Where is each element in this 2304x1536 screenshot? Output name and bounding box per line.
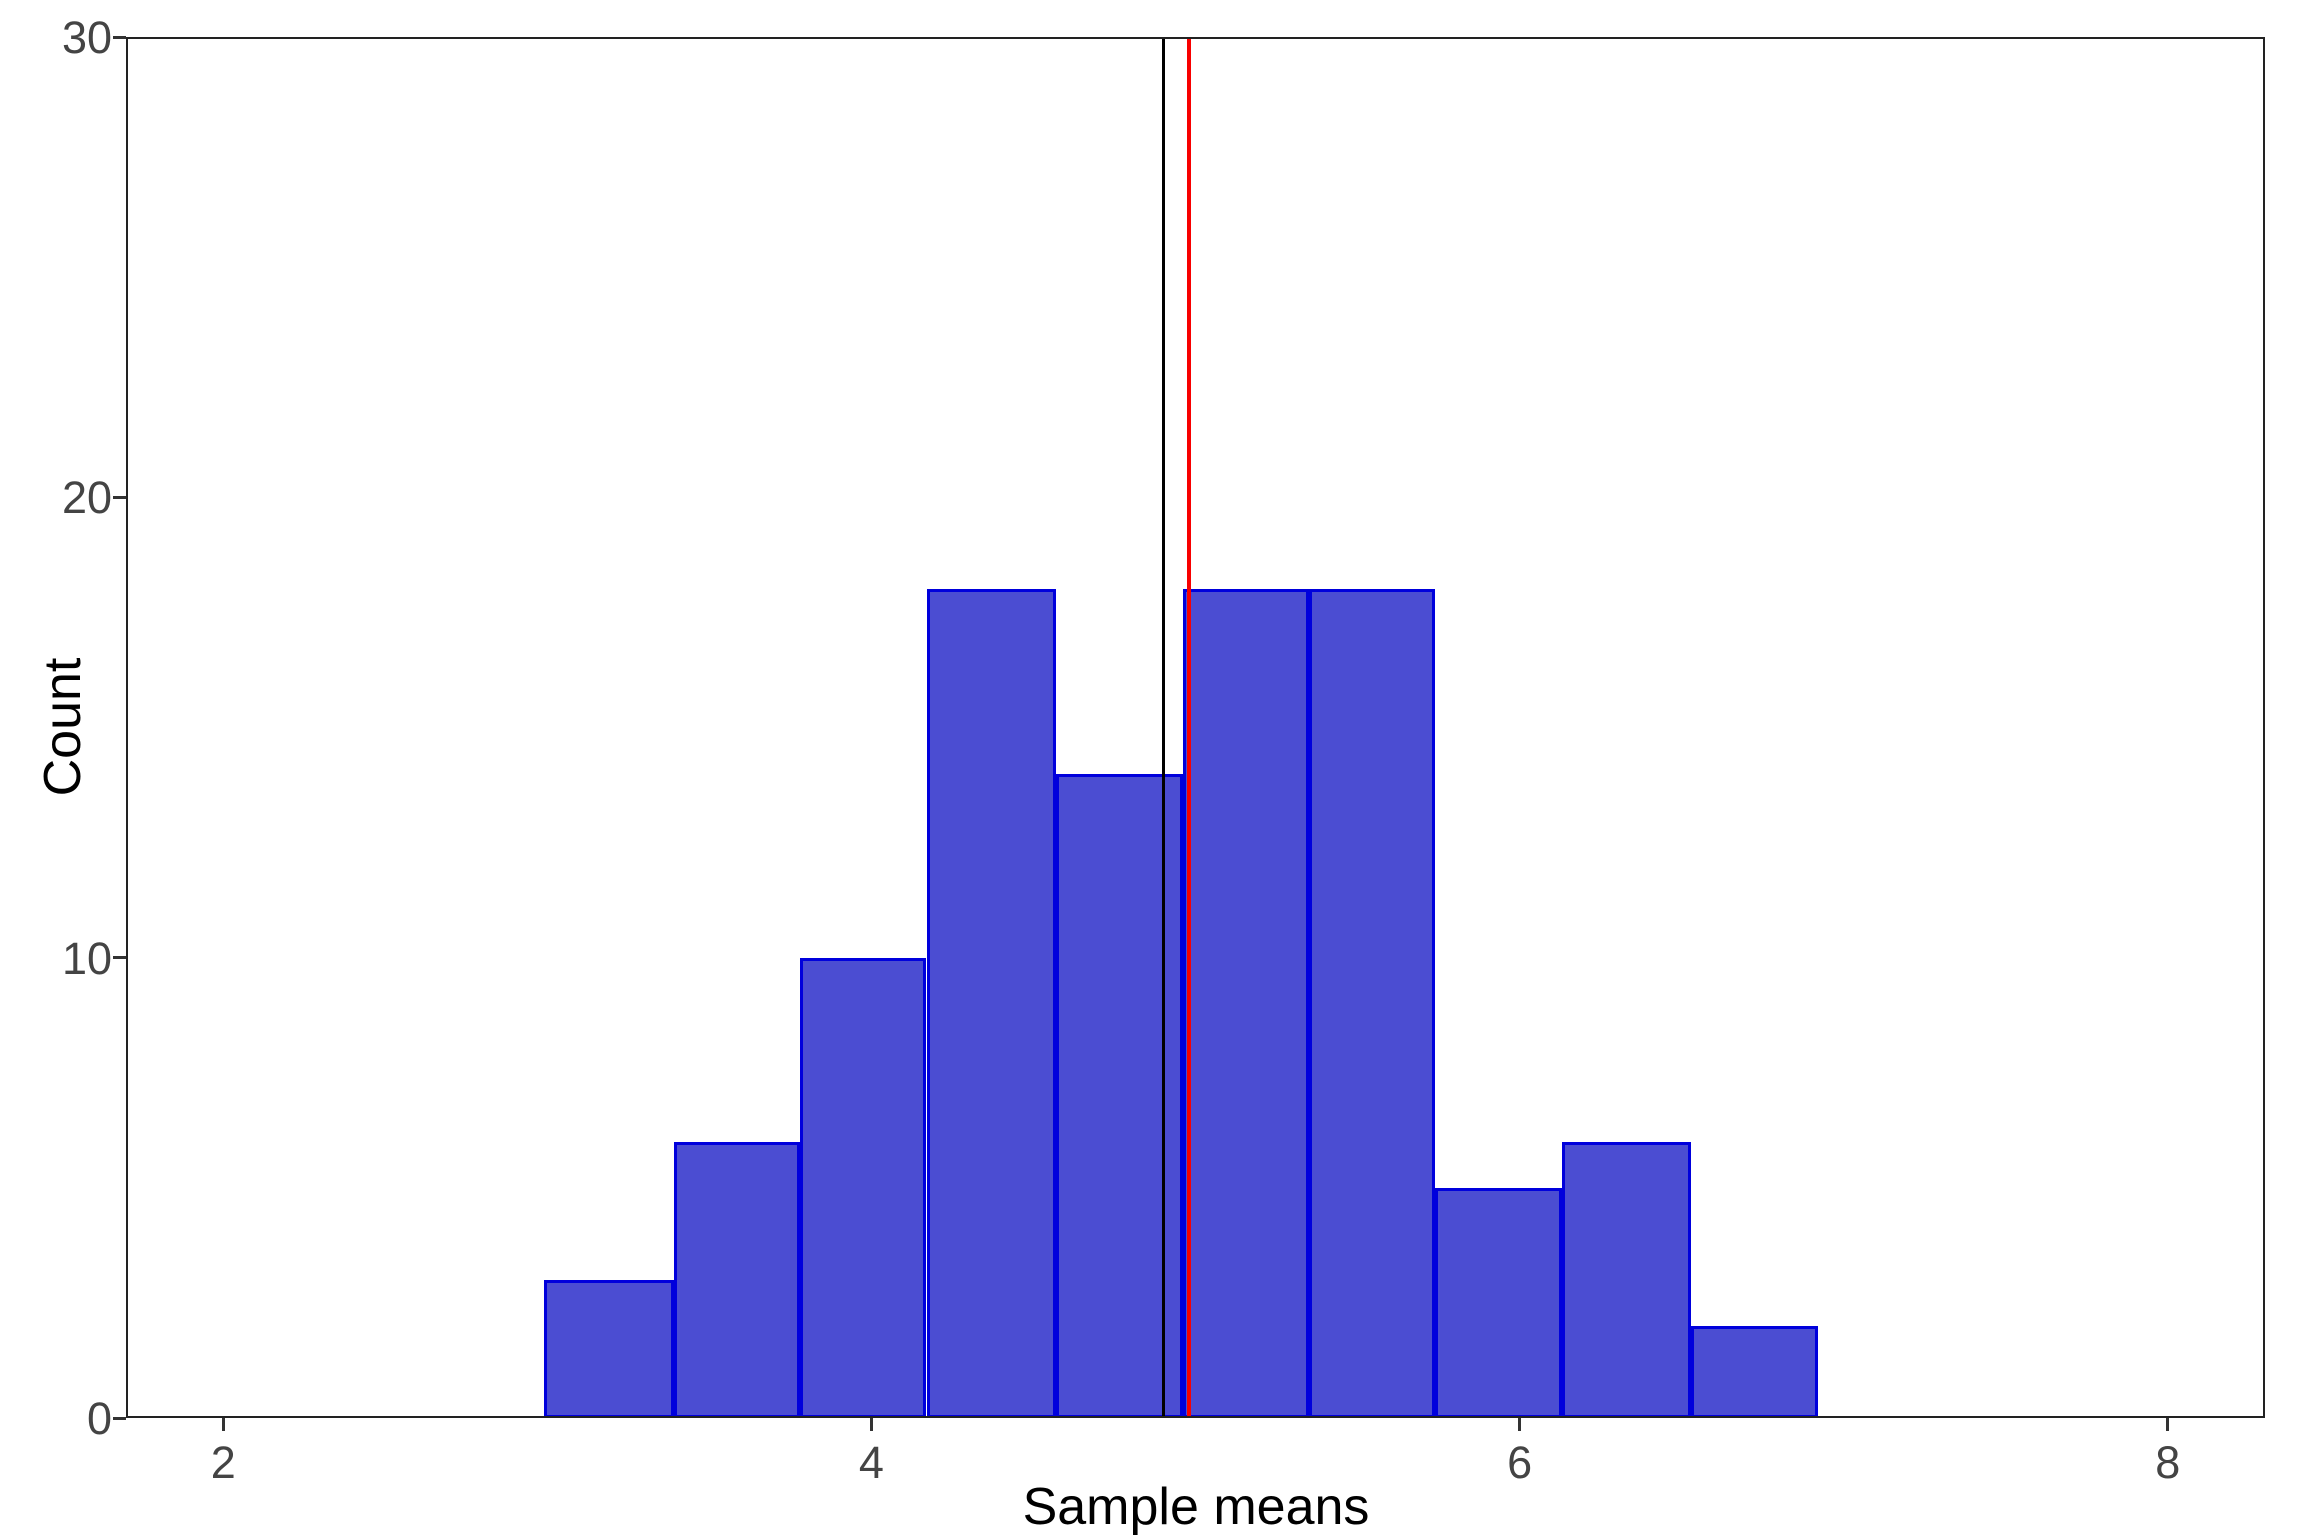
x-tick-mark — [2166, 1418, 2170, 1431]
histogram-bar — [544, 1279, 674, 1418]
histogram-bar — [926, 589, 1057, 1418]
plot-panel — [126, 37, 2265, 1418]
histogram-bar — [1561, 1141, 1692, 1418]
y-axis-title: Count — [34, 657, 92, 797]
black-vline — [1161, 37, 1165, 1418]
y-tick-label: 30 — [61, 12, 112, 63]
x-tick-label: 4 — [858, 1437, 884, 1488]
histogram-bar — [1691, 1325, 1818, 1418]
histogram-bar — [1308, 589, 1436, 1418]
red-vline — [1187, 37, 1192, 1418]
y-tick-label: 0 — [86, 1393, 112, 1444]
y-tick-mark — [113, 495, 126, 499]
x-tick-label: 2 — [210, 1437, 236, 1488]
y-tick-label: 10 — [61, 932, 112, 984]
histogram-bar — [800, 957, 927, 1418]
x-tick-mark — [221, 1418, 225, 1431]
histogram-bar — [1182, 589, 1309, 1418]
histogram-bar — [1056, 773, 1183, 1418]
y-tick-mark — [113, 35, 126, 39]
y-tick-mark — [113, 956, 126, 960]
x-tick-mark — [1518, 1418, 1522, 1431]
histogram-bar — [673, 1141, 801, 1418]
y-tick-mark — [113, 1416, 126, 1420]
x-axis-title: Sample means — [1022, 1478, 1370, 1536]
x-tick-mark — [869, 1418, 873, 1431]
x-tick-label: 8 — [2155, 1437, 2181, 1488]
x-tick-label: 6 — [1507, 1437, 1533, 1488]
histogram-bar — [1435, 1187, 1562, 1418]
y-tick-label: 20 — [61, 472, 112, 524]
